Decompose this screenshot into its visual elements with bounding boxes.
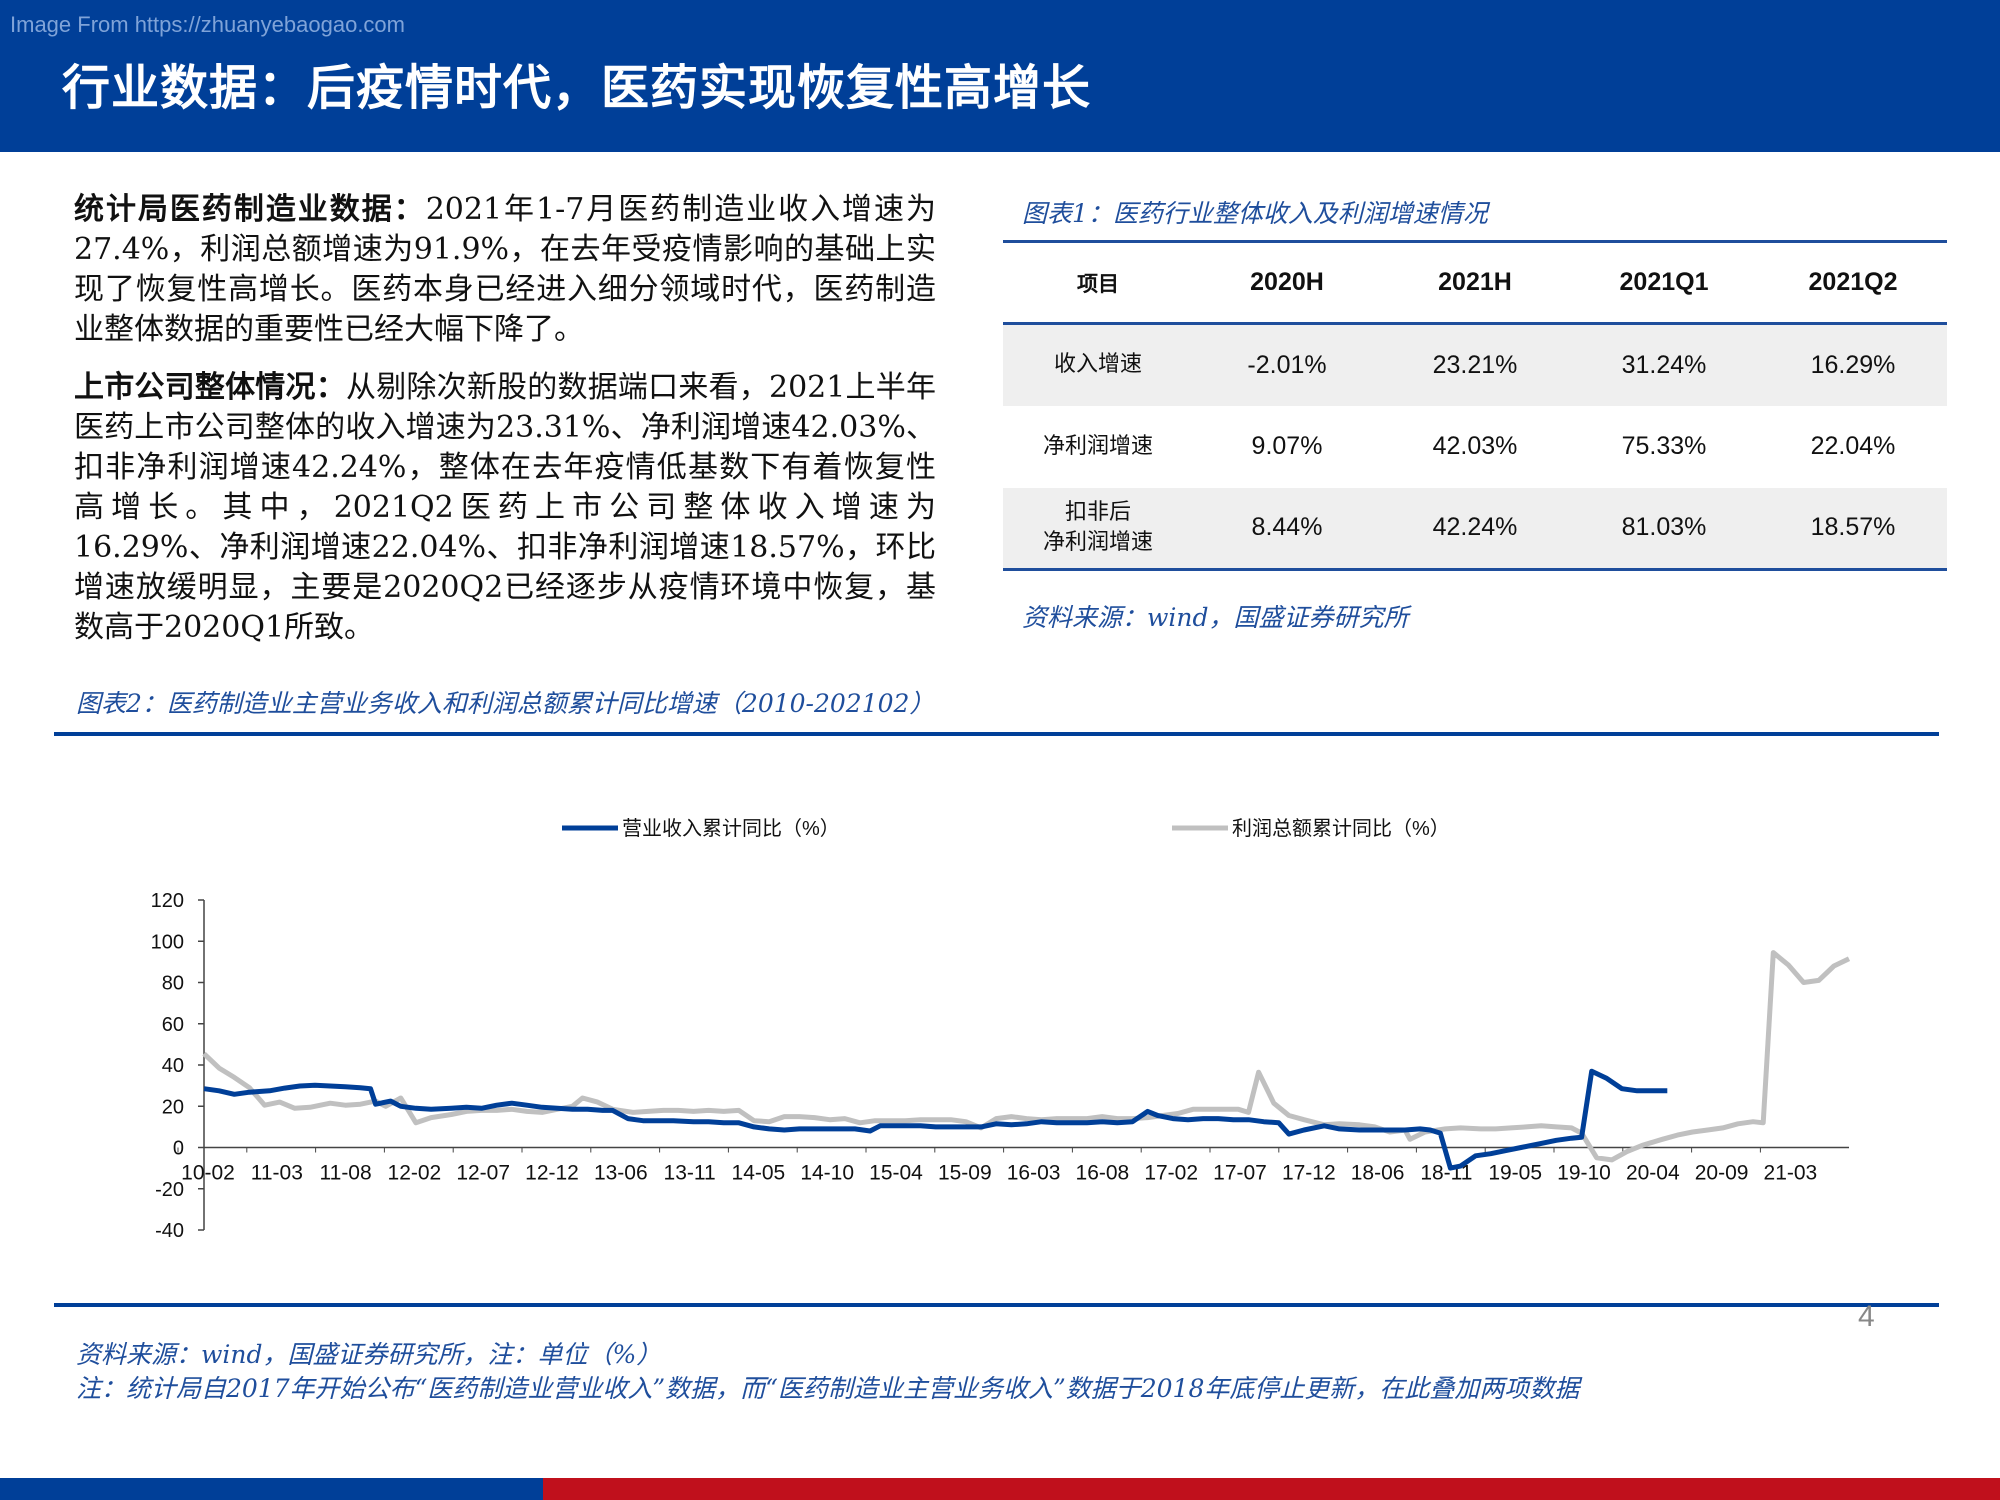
x-tick-label: 12-02 bbox=[388, 1162, 442, 1185]
row-label-line: 收入增速 bbox=[1053, 352, 1142, 378]
table-header-row: 项目 2020H 2021H 2021Q1 2021Q2 bbox=[1003, 240, 1947, 325]
y-tick-label: 120 bbox=[151, 890, 184, 912]
table-cell: 42.24% bbox=[1432, 513, 1518, 542]
chart-caption: 图表2：医药制造业主营业务收入和利润总额累计同比增速（2010-202102） bbox=[76, 689, 935, 718]
y-tick-label: 100 bbox=[151, 931, 184, 953]
table-cell: 42.03% bbox=[1432, 432, 1518, 460]
page-number: 4 bbox=[1858, 1300, 1875, 1333]
x-tick-label: 20-04 bbox=[1626, 1162, 1680, 1185]
title-bar: Image From https://zhuanyebaogao.com 行业数… bbox=[0, 0, 2000, 152]
x-tick-label: 11-08 bbox=[320, 1162, 372, 1185]
table-row: 收入增速 -2.01% 23.21% 31.24% 16.29% bbox=[1003, 323, 1947, 406]
table-cell: 81.03% bbox=[1621, 513, 1707, 542]
table-row: 净利润增速 9.07% 42.03% 75.33% 22.04% bbox=[1003, 406, 1947, 488]
y-tick-label: 60 bbox=[162, 1014, 184, 1036]
x-tick-label: 17-02 bbox=[1144, 1162, 1198, 1185]
x-tick-label: 11-03 bbox=[251, 1162, 303, 1185]
growth-table: 项目 2020H 2021H 2021Q1 2021Q2 收入增速 -2.01%… bbox=[1003, 240, 1947, 571]
table-cell: 18.57% bbox=[1810, 513, 1896, 542]
watermark: Image From https://zhuanyebaogao.com bbox=[10, 12, 405, 37]
legend-label: 营业收入累计同比（%） bbox=[622, 817, 840, 840]
table-cell: 31.24% bbox=[1621, 350, 1707, 379]
page-title: 行业数据：后疫情时代，医药实现恢复性高增长 bbox=[62, 60, 1092, 116]
table-cell: 8.44% bbox=[1251, 513, 1323, 542]
x-tick-label: 10-02 bbox=[181, 1162, 235, 1185]
body-text: 统计局医药制造业数据：2021年1-7月医药制造业收入增速为27.4%，利润总额… bbox=[74, 190, 936, 666]
paragraph-listed: 上市公司整体情况：从剔除次新股的数据端口来看，2021上半年医药上市公司整体的收… bbox=[74, 368, 936, 648]
column-header: 2021Q2 bbox=[1759, 240, 1947, 325]
x-tick-label: 17-07 bbox=[1213, 1162, 1267, 1185]
row-label: 扣非后 净利润增速 bbox=[1003, 488, 1193, 570]
series-line bbox=[203, 1068, 1668, 1171]
row-label: 收入增速 bbox=[1003, 324, 1193, 406]
table-cell: -2.01% bbox=[1247, 350, 1327, 379]
x-tick-label: 13-06 bbox=[594, 1162, 648, 1185]
row-label: 净利润增速 bbox=[1003, 406, 1193, 488]
column-header: 2021Q1 bbox=[1569, 240, 1759, 325]
chart-note: 注：统计局自2017年开始公布“医药制造业营业收入”数据，而“医药制造业主营业务… bbox=[76, 1374, 1580, 1403]
x-tick-label: 13-11 bbox=[664, 1162, 716, 1185]
x-tick-label: 17-12 bbox=[1282, 1162, 1336, 1185]
y-tick-label: 80 bbox=[162, 973, 184, 995]
x-tick-label: 15-09 bbox=[938, 1162, 992, 1185]
y-tick-label: -20 bbox=[155, 1179, 184, 1201]
footer-bar-blue bbox=[0, 1478, 543, 1500]
footer-bar-red bbox=[543, 1478, 2000, 1500]
column-header: 项目 bbox=[1003, 240, 1193, 325]
column-header: 2020H bbox=[1193, 240, 1381, 325]
table-cell: 23.21% bbox=[1432, 350, 1518, 379]
paragraph-lead: 统计局医药制造业数据： bbox=[74, 192, 426, 227]
x-tick-label: 16-08 bbox=[1076, 1162, 1130, 1185]
y-tick-label: -40 bbox=[155, 1220, 184, 1242]
x-tick-label: 16-03 bbox=[1007, 1162, 1061, 1185]
paragraph-body: 从剔除次新股的数据端口来看，2021上半年医药上市公司整体的收入增速为23.31… bbox=[74, 370, 936, 645]
table-caption: 图表1：医药行业整体收入及利润增速情况 bbox=[1022, 199, 1488, 228]
x-tick-label: 14-10 bbox=[800, 1162, 854, 1185]
row-label-line: 净利润增速 bbox=[1042, 529, 1153, 555]
chart-source: 资料来源：wind，国盛证券研究所，注：单位（%） bbox=[76, 1340, 662, 1369]
paragraph-lead: 上市公司整体情况： bbox=[74, 370, 346, 405]
x-tick-label: 18-06 bbox=[1351, 1162, 1405, 1185]
x-tick-label: 19-05 bbox=[1488, 1162, 1542, 1185]
line-chart: 120100806040200-20-4010-0211-0311-0812-0… bbox=[151, 817, 1851, 1242]
y-tick-label: 40 bbox=[162, 1055, 184, 1077]
x-tick-label: 14-05 bbox=[732, 1162, 786, 1185]
x-tick-label: 12-07 bbox=[456, 1162, 510, 1185]
divider-top bbox=[54, 732, 1939, 736]
table-cell: 16.29% bbox=[1810, 350, 1896, 379]
table-cell: 75.33% bbox=[1621, 432, 1707, 460]
row-label-line: 净利润增速 bbox=[1042, 433, 1153, 459]
table-cell: 22.04% bbox=[1810, 432, 1896, 460]
table-row: 扣非后净利润增速 8.44% 42.24% 81.03% 18.57% bbox=[1003, 487, 1947, 570]
x-tick-label: 21-03 bbox=[1764, 1162, 1818, 1185]
x-tick-label: 15-04 bbox=[869, 1162, 923, 1185]
row-label-line: 扣非后 bbox=[1064, 499, 1131, 525]
x-tick-label: 20-09 bbox=[1695, 1162, 1749, 1185]
column-header: 2021H bbox=[1381, 240, 1569, 325]
legend-label: 利润总额累计同比（%） bbox=[1232, 817, 1450, 840]
divider-bottom bbox=[54, 1303, 1939, 1307]
y-tick-label: 20 bbox=[162, 1096, 184, 1118]
paragraph-body: 2021年1-7月医药制造业收入增速为27.4%，利润总额增速为91.9%，在去… bbox=[74, 192, 936, 347]
paragraph-stats: 统计局医药制造业数据：2021年1-7月医药制造业收入增速为27.4%，利润总额… bbox=[74, 190, 936, 350]
table-cell: 9.07% bbox=[1251, 432, 1323, 460]
x-tick-label: 19-10 bbox=[1557, 1162, 1611, 1185]
x-tick-label: 12-12 bbox=[525, 1162, 579, 1185]
table-source: 资料来源：wind，国盛证券研究所 bbox=[1022, 603, 1409, 632]
series-line bbox=[202, 950, 1851, 1163]
